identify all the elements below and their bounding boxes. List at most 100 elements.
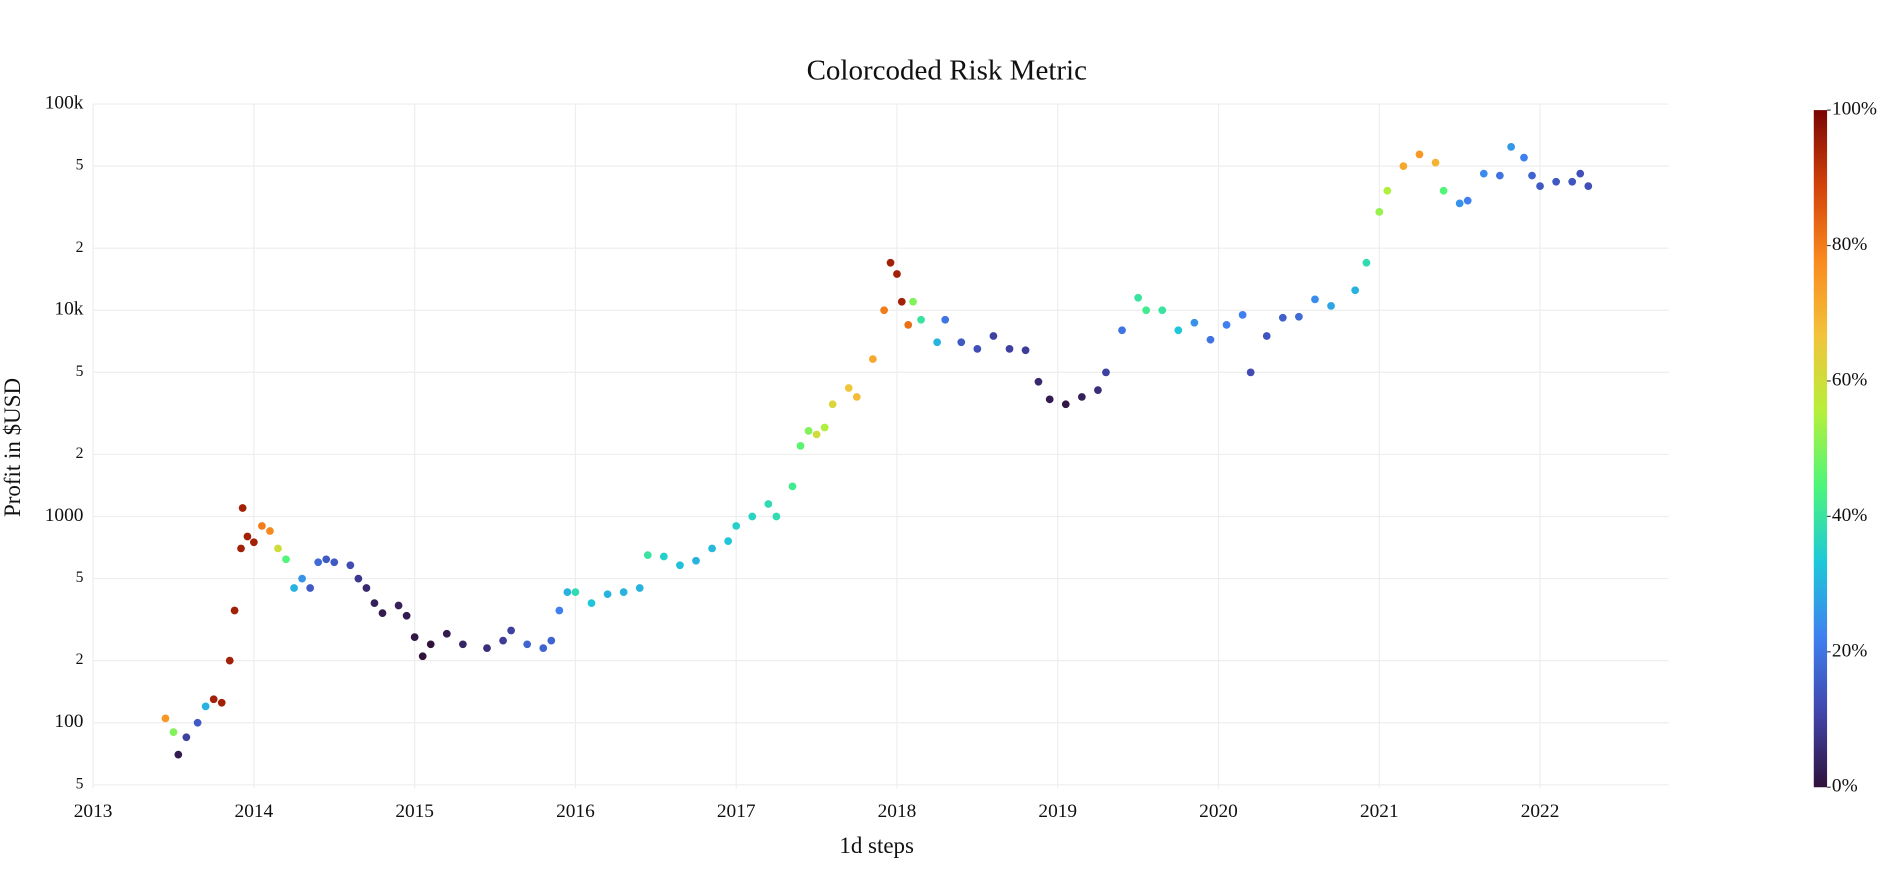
data-point bbox=[941, 315, 950, 324]
data-point bbox=[523, 640, 532, 649]
data-point bbox=[555, 606, 564, 615]
data-point bbox=[619, 588, 628, 596]
data-point bbox=[788, 482, 797, 491]
data-point bbox=[724, 537, 733, 545]
data-point bbox=[298, 574, 306, 583]
data-point bbox=[1005, 344, 1014, 353]
data-point bbox=[250, 538, 258, 547]
data-point bbox=[169, 728, 178, 737]
data-point bbox=[1206, 335, 1215, 344]
data-point bbox=[306, 584, 315, 592]
data-point bbox=[459, 640, 467, 649]
data-point bbox=[330, 558, 339, 567]
data-point bbox=[1351, 286, 1360, 295]
y-tick-label: 100 bbox=[54, 711, 83, 732]
data-point bbox=[893, 270, 901, 278]
data-point bbox=[161, 714, 170, 723]
data-point bbox=[182, 733, 191, 742]
data-point bbox=[1327, 302, 1335, 310]
data-point bbox=[418, 652, 427, 661]
data-point bbox=[852, 393, 861, 401]
data-point bbox=[909, 297, 917, 306]
data-point bbox=[1021, 346, 1030, 355]
colorbar-tick-label: 0% bbox=[1832, 776, 1858, 797]
data-point bbox=[274, 544, 282, 553]
y-tick-label: 5 bbox=[76, 363, 84, 380]
data-point bbox=[1584, 182, 1593, 190]
data-point bbox=[322, 555, 331, 564]
data-point bbox=[1174, 326, 1183, 335]
x-tick-label: 2015 bbox=[395, 801, 434, 822]
data-point bbox=[1246, 368, 1255, 377]
data-point bbox=[659, 552, 668, 561]
data-point bbox=[886, 258, 895, 267]
data-point bbox=[346, 561, 355, 570]
data-point bbox=[635, 584, 644, 592]
data-point bbox=[1507, 142, 1515, 151]
data-point bbox=[1576, 169, 1585, 178]
y-tick-label: 5 bbox=[76, 569, 84, 586]
colorbar-tick-label: 20% bbox=[1832, 640, 1867, 661]
data-point bbox=[1222, 320, 1231, 329]
data-point bbox=[201, 702, 210, 711]
data-point bbox=[193, 718, 202, 727]
data-point bbox=[410, 633, 419, 642]
y-tick-label: 2 bbox=[76, 445, 84, 462]
data-point bbox=[1375, 208, 1384, 216]
data-point bbox=[1479, 169, 1488, 178]
data-point bbox=[1238, 311, 1247, 319]
colorbar bbox=[1813, 110, 1828, 788]
data-point bbox=[217, 698, 226, 707]
x-tick-label: 2014 bbox=[235, 801, 274, 822]
data-point bbox=[708, 544, 716, 553]
data-point bbox=[676, 561, 684, 570]
y-tick-label: 5 bbox=[76, 775, 84, 792]
data-point bbox=[563, 588, 572, 596]
data-point bbox=[957, 338, 966, 347]
data-point bbox=[828, 400, 837, 409]
data-point bbox=[772, 512, 781, 521]
data-point bbox=[603, 590, 612, 599]
data-point bbox=[1431, 158, 1440, 167]
y-tick-label: 100k bbox=[45, 92, 84, 113]
data-point bbox=[483, 644, 491, 652]
data-point bbox=[1190, 318, 1199, 327]
data-point bbox=[1142, 306, 1151, 315]
data-point bbox=[764, 500, 773, 508]
data-point bbox=[402, 611, 411, 620]
data-point bbox=[692, 556, 700, 565]
data-point bbox=[880, 306, 888, 315]
y-tick-label: 5 bbox=[76, 157, 84, 174]
data-point bbox=[1102, 368, 1110, 377]
data-point bbox=[1262, 332, 1271, 340]
colorbar-tick-label: 40% bbox=[1832, 505, 1867, 526]
data-point bbox=[868, 355, 877, 363]
data-point bbox=[1415, 150, 1424, 159]
data-point bbox=[1439, 186, 1448, 195]
data-point bbox=[917, 315, 925, 324]
data-point bbox=[354, 574, 363, 583]
x-tick-label: 2013 bbox=[74, 801, 113, 822]
data-point bbox=[973, 344, 982, 353]
data-point bbox=[1495, 171, 1504, 180]
x-tick-label: 2016 bbox=[556, 801, 595, 822]
data-point bbox=[1568, 177, 1577, 186]
data-point bbox=[1118, 326, 1126, 335]
data-point bbox=[282, 555, 290, 564]
x-tick-label: 2018 bbox=[878, 801, 917, 822]
y-tick-label: 2 bbox=[76, 239, 84, 256]
colorbar-tick-label: 60% bbox=[1832, 369, 1867, 390]
data-point bbox=[507, 626, 515, 635]
data-point bbox=[1362, 258, 1371, 267]
data-point bbox=[290, 584, 298, 592]
data-point bbox=[1463, 196, 1472, 205]
data-point bbox=[174, 750, 183, 759]
data-point bbox=[732, 522, 741, 530]
data-point bbox=[571, 588, 580, 596]
data-point bbox=[237, 544, 245, 553]
data-point bbox=[1383, 186, 1392, 195]
y-tick-label: 10k bbox=[54, 299, 83, 320]
data-point bbox=[1520, 153, 1528, 162]
